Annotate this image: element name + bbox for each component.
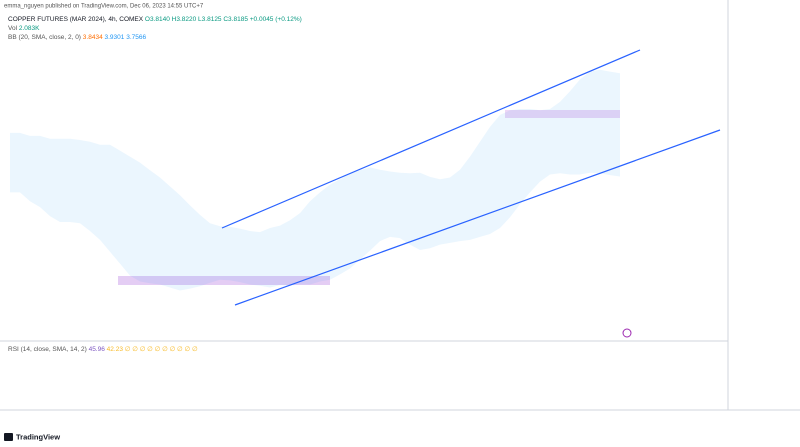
zone-box — [505, 110, 620, 118]
legend-bb: BB (20, SMA, close, 2, 0) 3.8434 3.9301 … — [8, 34, 146, 41]
channel-line — [221, 49, 641, 229]
legend-rsi: RSI (14, close, SMA, 14, 2) 45.96 42.23 … — [8, 346, 198, 353]
ohlc: H3.8220 — [172, 16, 197, 23]
legend-volume: Vol 2.083K — [8, 25, 40, 32]
zone-box — [118, 276, 330, 285]
rsi-value: 45.96 — [89, 346, 106, 353]
rsi-ma-value: 42.23 — [107, 346, 124, 353]
rsi-extra: ∅ ∅ ∅ ∅ ∅ ∅ ∅ ∅ ∅ ∅ — [125, 346, 198, 353]
ohlc: O3.8140 — [145, 16, 170, 23]
ohlc: C3.8185 — [223, 16, 248, 23]
bb-fill — [10, 69, 620, 291]
rsi-label: RSI (14, close, SMA, 14, 2) — [8, 346, 87, 353]
bb-upper-value: 3.9301 — [105, 34, 125, 41]
brand[interactable]: TradingView — [16, 432, 60, 441]
volume-value: 2.083K — [19, 25, 40, 32]
ohlc: L3.8125 — [198, 16, 222, 23]
channel-line — [234, 129, 721, 306]
bb-lower-value: 3.7566 — [126, 34, 146, 41]
publisher: emma_nguyen published on TradingView.com… — [4, 4, 204, 10]
volume-label: Vol — [8, 25, 18, 32]
bb-label: BB (20, SMA, close, 2, 0) — [8, 34, 81, 41]
legend-main: COPPER FUTURES (MAR 2024), 4h, COMEX O3.… — [8, 16, 302, 23]
event-icon[interactable] — [622, 328, 632, 338]
change: +0.0045 (+0.12%) — [250, 16, 302, 23]
bb-basis-value: 3.8434 — [83, 34, 103, 41]
plot — [10, 69, 620, 291]
symbol: COPPER FUTURES (MAR 2024), 4h, COMEX — [8, 16, 144, 23]
logo — [4, 433, 13, 441]
